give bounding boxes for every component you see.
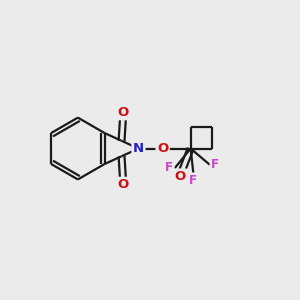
- Text: O: O: [175, 170, 186, 183]
- Text: F: F: [189, 174, 197, 187]
- Text: N: N: [133, 142, 144, 155]
- Text: F: F: [165, 161, 173, 174]
- Text: O: O: [117, 178, 129, 191]
- Text: O: O: [157, 142, 168, 155]
- Text: F: F: [211, 158, 219, 171]
- Text: O: O: [117, 106, 129, 119]
